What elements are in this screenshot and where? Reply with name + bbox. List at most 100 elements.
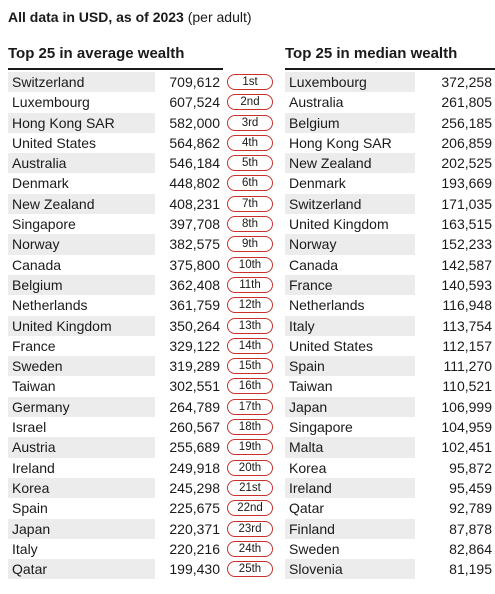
rank-item: 12th [227, 295, 275, 315]
rank-badge: 23rd [227, 520, 273, 537]
wealth-value: 112,157 [442, 337, 492, 354]
rank-column: 1st 2nd 3rd 4th 5th 6th 7th 8th 9th 10th 11th 12th 1… [227, 72, 275, 579]
rank-item: 19th [227, 437, 275, 457]
median-wealth-row: Hong Kong SAR 206,859 [285, 133, 495, 153]
wealth-value: 81,195 [449, 561, 492, 578]
wealth-value: 375,800 [169, 256, 220, 273]
median-wealth-row: Ireland 95,459 [285, 477, 495, 499]
average-wealth-rule [8, 68, 223, 70]
average-wealth-row: Denmark 448,802 [8, 173, 223, 193]
country-name: Malta [285, 437, 415, 458]
wealth-value: 564,862 [169, 134, 220, 151]
median-wealth-row: Slovenia 81,195 [285, 559, 495, 580]
rank-item: 2nd [227, 92, 275, 112]
wealth-value: 104,959 [441, 419, 492, 436]
wealth-value: 709,612 [169, 74, 220, 90]
country-name: Spain [12, 500, 48, 517]
wealth-value: 116,948 [442, 297, 492, 314]
wealth-value: 607,524 [169, 94, 220, 111]
country-name: Taiwan [12, 378, 56, 395]
rank-badge: 7th [227, 195, 273, 212]
wealth-value: 302,551 [169, 378, 220, 395]
wealth-value: 397,708 [169, 216, 220, 233]
country-name: Japan [285, 396, 415, 418]
country-name: Canada [289, 256, 339, 273]
rank-item: 3rd [227, 113, 275, 133]
country-name: France [285, 274, 415, 296]
median-wealth-title: Top 25 in median wealth [285, 45, 458, 62]
rank-badge: 21st [227, 479, 273, 496]
average-wealth-row: Israel 260,567 [8, 417, 223, 437]
wealth-value: 95,872 [449, 459, 492, 476]
rank-badge: 17th [227, 398, 273, 415]
rank-badge: 20th [227, 459, 273, 476]
average-wealth-title: Top 25 in average wealth [8, 45, 185, 62]
rank-badge: 10th [227, 256, 273, 273]
wealth-value: 249,918 [169, 459, 220, 476]
average-wealth-row: Spain 225,675 [8, 498, 223, 518]
wealth-value: 582,000 [169, 114, 220, 131]
country-name: United Kingdom [289, 216, 389, 233]
median-wealth-row: United States 112,157 [285, 336, 495, 356]
wealth-value: 87,878 [449, 520, 492, 537]
country-name: Italy [285, 315, 415, 336]
country-name: Belgium [8, 274, 155, 296]
country-name: Luxembourg [12, 94, 90, 111]
rank-badge: 8th [227, 216, 273, 233]
average-wealth-row: Sweden 319,289 [8, 356, 223, 377]
average-wealth-row: Qatar 199,430 [8, 559, 223, 580]
rank-item: 1st [227, 72, 275, 92]
wealth-value: 260,567 [169, 419, 220, 436]
rank-badge: 13th [227, 317, 273, 334]
rank-item: 24th [227, 539, 275, 559]
wealth-value: 140,593 [441, 276, 492, 293]
rank-badge: 25th [227, 561, 273, 578]
rank-badge: 5th [227, 155, 273, 172]
wealth-value: 193,669 [441, 175, 492, 192]
country-name: Hong Kong SAR [8, 112, 155, 133]
average-wealth-row: Switzerland 709,612 [8, 72, 223, 93]
country-name: Luxembourg [285, 72, 415, 93]
rank-badge: 2nd [227, 94, 273, 111]
rank-badge: 1st [227, 74, 273, 90]
country-name: Austria [8, 437, 155, 458]
wealth-value: 206,859 [441, 134, 492, 151]
median-wealth-row: Singapore 104,959 [285, 417, 495, 437]
wealth-value: 361,759 [169, 297, 220, 314]
average-wealth-row: Belgium 362,408 [8, 274, 223, 296]
wealth-value: 264,789 [169, 398, 220, 415]
country-name: Netherlands [12, 297, 88, 314]
median-wealth-row: Norway 152,233 [285, 234, 495, 255]
wealth-value: 95,459 [449, 479, 492, 496]
country-name: Norway [8, 234, 155, 255]
country-name: Japan [8, 518, 155, 539]
average-wealth-row: Norway 382,575 [8, 234, 223, 255]
wealth-value: 152,233 [441, 236, 492, 253]
country-name: Spain [285, 356, 415, 377]
wealth-value: 350,264 [169, 317, 220, 334]
average-wealth-row: Italy 220,216 [8, 539, 223, 559]
rank-item: 10th [227, 255, 275, 275]
median-wealth-row: Italy 113,754 [285, 315, 495, 336]
rank-badge: 6th [227, 175, 273, 192]
country-name: Belgium [285, 112, 415, 133]
country-name: Sweden [8, 356, 155, 377]
median-wealth-row: United Kingdom 163,515 [285, 214, 495, 234]
country-name: Slovenia [285, 559, 415, 580]
average-wealth-row: Australia 546,184 [8, 153, 223, 174]
median-wealth-row: Malta 102,451 [285, 437, 495, 458]
rank-badge: 16th [227, 378, 273, 395]
median-wealth-row: Canada 142,587 [285, 255, 495, 275]
average-wealth-row: Singapore 397,708 [8, 214, 223, 234]
rank-badge: 11th [227, 276, 273, 293]
rank-badge: 3rd [227, 114, 273, 131]
wealth-value: 106,999 [441, 398, 492, 415]
country-name: Italy [12, 540, 38, 557]
country-name: Hong Kong SAR [289, 134, 392, 151]
rank-item: 23rd [227, 519, 275, 539]
wealth-value: 225,675 [169, 500, 220, 517]
wealth-value: 319,289 [169, 358, 220, 375]
average-wealth-row: New Zealand 408,231 [8, 193, 223, 215]
rank-item: 21st [227, 478, 275, 498]
wealth-value: 546,184 [169, 155, 220, 172]
